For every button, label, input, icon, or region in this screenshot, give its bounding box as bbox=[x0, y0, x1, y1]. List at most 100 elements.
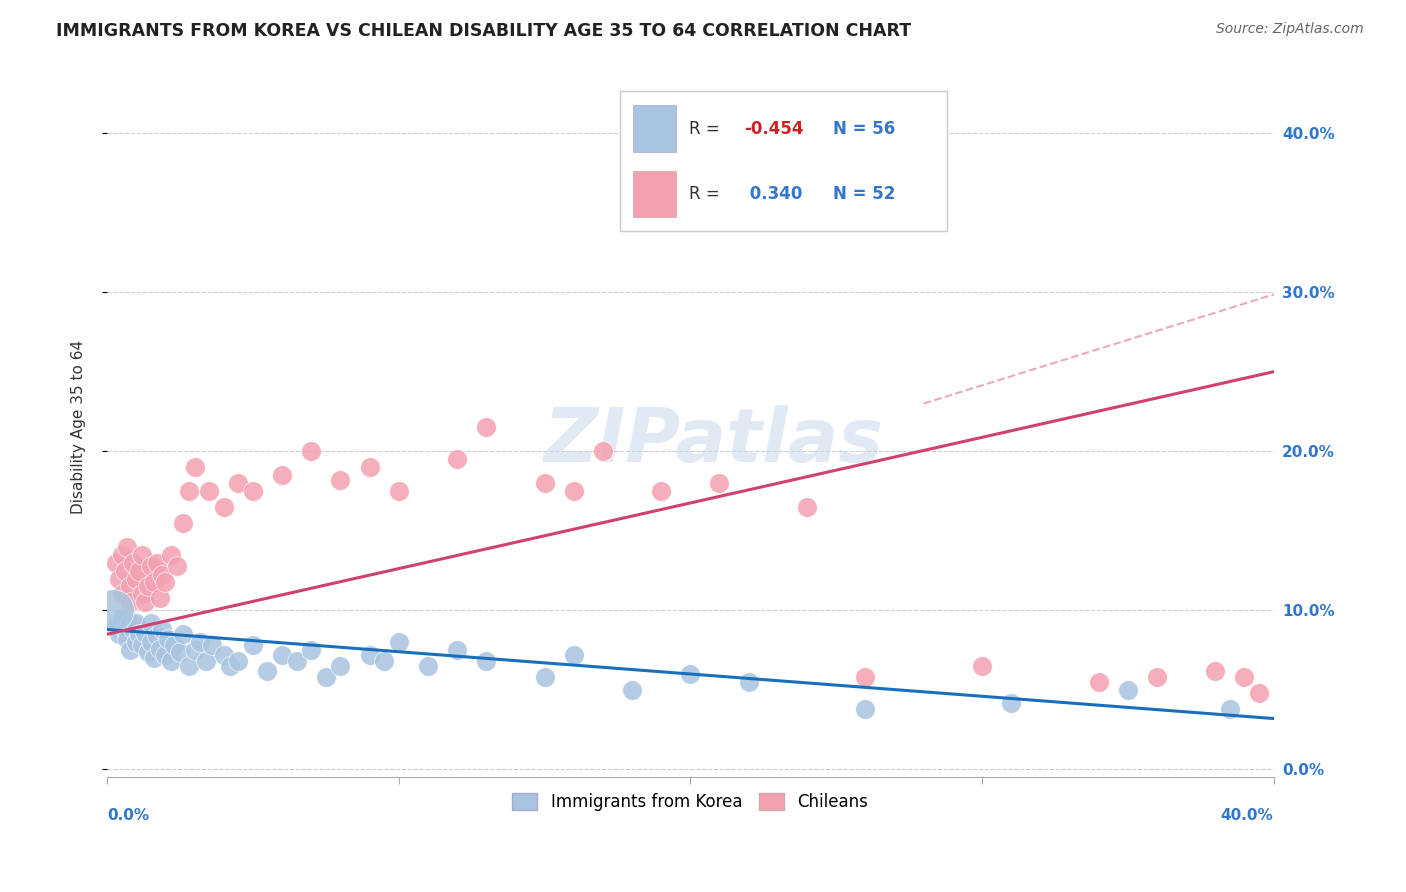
Point bbox=[1247, 686, 1270, 700]
Point bbox=[172, 516, 194, 530]
Point bbox=[177, 659, 200, 673]
Point bbox=[359, 648, 381, 662]
Point bbox=[134, 625, 156, 640]
Point bbox=[107, 627, 129, 641]
Point bbox=[172, 627, 194, 641]
Point bbox=[131, 638, 153, 652]
Point bbox=[190, 635, 212, 649]
Point bbox=[299, 444, 322, 458]
Point bbox=[139, 635, 162, 649]
Point bbox=[169, 645, 191, 659]
Point bbox=[359, 460, 381, 475]
Point bbox=[122, 556, 145, 570]
Point bbox=[329, 473, 352, 487]
Point bbox=[853, 670, 876, 684]
Point bbox=[120, 580, 142, 594]
Point bbox=[104, 619, 127, 633]
Point bbox=[183, 643, 205, 657]
Point bbox=[737, 675, 759, 690]
Point bbox=[212, 500, 235, 514]
Point bbox=[125, 635, 148, 649]
Point bbox=[107, 572, 129, 586]
Point bbox=[533, 476, 555, 491]
Point bbox=[155, 574, 177, 589]
Point bbox=[131, 587, 153, 601]
Point bbox=[157, 632, 180, 646]
Point bbox=[134, 595, 156, 609]
Point bbox=[125, 616, 148, 631]
Point bbox=[388, 484, 411, 499]
Point bbox=[152, 623, 174, 637]
Text: 0.0%: 0.0% bbox=[107, 808, 149, 823]
Point bbox=[533, 670, 555, 684]
Point bbox=[475, 654, 498, 668]
Point bbox=[120, 595, 142, 609]
Point bbox=[128, 564, 150, 578]
Point bbox=[117, 632, 139, 646]
Point bbox=[122, 623, 145, 637]
Point bbox=[562, 484, 585, 499]
Point bbox=[970, 659, 993, 673]
Point bbox=[155, 648, 177, 662]
Point bbox=[160, 654, 183, 668]
Point bbox=[125, 619, 148, 633]
Point bbox=[242, 484, 264, 499]
Point bbox=[131, 548, 153, 562]
Point bbox=[796, 500, 818, 514]
Y-axis label: Disability Age 35 to 64: Disability Age 35 to 64 bbox=[72, 341, 86, 515]
Point bbox=[1116, 682, 1139, 697]
Point bbox=[120, 643, 142, 657]
Text: Source: ZipAtlas.com: Source: ZipAtlas.com bbox=[1216, 22, 1364, 37]
Point bbox=[152, 568, 174, 582]
Point bbox=[148, 591, 170, 605]
Point bbox=[111, 587, 134, 601]
Point bbox=[104, 556, 127, 570]
Point bbox=[242, 638, 264, 652]
Legend: Immigrants from Korea, Chileans: Immigrants from Korea, Chileans bbox=[506, 787, 875, 818]
Point bbox=[373, 654, 395, 668]
Point bbox=[177, 484, 200, 499]
Point bbox=[1087, 675, 1109, 690]
Point bbox=[329, 659, 352, 673]
Point bbox=[160, 548, 183, 562]
Point bbox=[148, 641, 170, 656]
Point bbox=[117, 611, 139, 625]
Point bbox=[114, 564, 136, 578]
Point bbox=[256, 664, 278, 678]
Point bbox=[198, 484, 221, 499]
Point bbox=[1146, 670, 1168, 684]
Point bbox=[620, 682, 643, 697]
Point bbox=[271, 468, 294, 483]
Point bbox=[145, 629, 167, 643]
Point bbox=[853, 702, 876, 716]
Text: 40.0%: 40.0% bbox=[1220, 808, 1274, 823]
Point bbox=[446, 452, 468, 467]
Point bbox=[163, 638, 186, 652]
Point bbox=[212, 648, 235, 662]
Point bbox=[285, 654, 308, 668]
Point bbox=[650, 484, 672, 499]
Point bbox=[1219, 702, 1241, 716]
Text: IMMIGRANTS FROM KOREA VS CHILEAN DISABILITY AGE 35 TO 64 CORRELATION CHART: IMMIGRANTS FROM KOREA VS CHILEAN DISABIL… bbox=[56, 22, 911, 40]
Point bbox=[136, 645, 159, 659]
Point bbox=[1204, 664, 1226, 678]
Point bbox=[101, 603, 124, 617]
Point bbox=[592, 444, 614, 458]
Point bbox=[125, 572, 148, 586]
Point bbox=[139, 616, 162, 631]
Point bbox=[299, 643, 322, 657]
Point bbox=[416, 659, 439, 673]
Text: ZIPatlas: ZIPatlas bbox=[544, 405, 883, 478]
Point bbox=[475, 420, 498, 434]
Point bbox=[166, 558, 188, 573]
Point bbox=[111, 548, 134, 562]
Point bbox=[117, 540, 139, 554]
Point bbox=[114, 623, 136, 637]
Point bbox=[139, 558, 162, 573]
Point bbox=[183, 460, 205, 475]
Point bbox=[195, 654, 218, 668]
Point bbox=[128, 627, 150, 641]
Point bbox=[562, 648, 585, 662]
Point bbox=[142, 651, 165, 665]
Point bbox=[111, 611, 134, 625]
